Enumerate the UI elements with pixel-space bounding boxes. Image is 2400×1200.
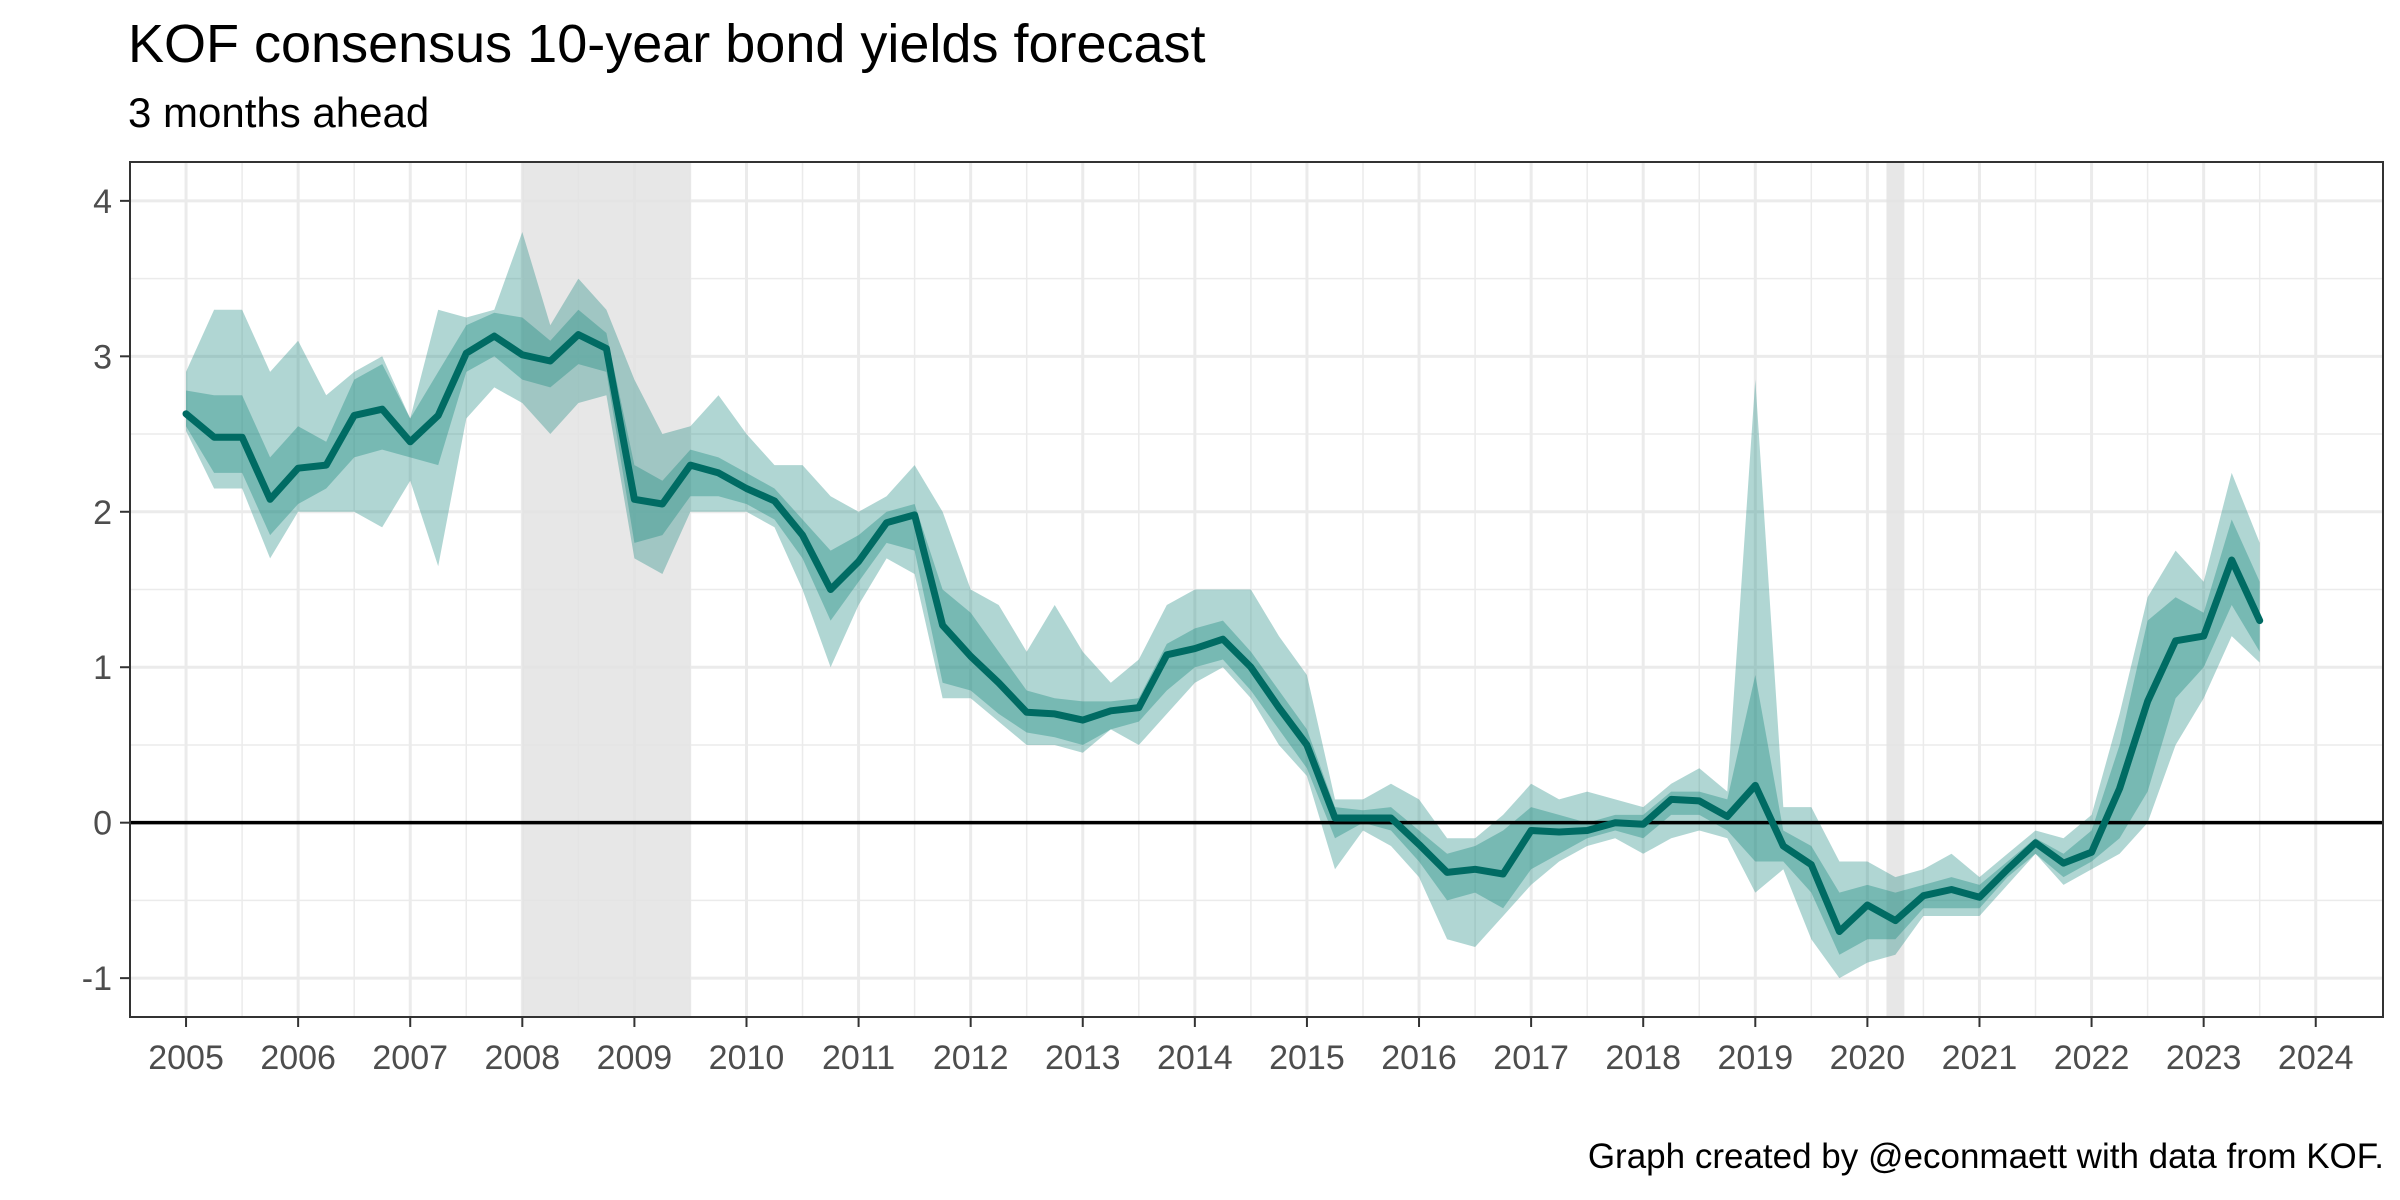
median-forecast-line — [182, 331, 2264, 935]
x-tick-label: 2011 — [822, 1039, 895, 1077]
x-tick-label: 2021 — [1942, 1039, 2018, 1077]
y-tick-label: 3 — [93, 338, 112, 376]
x-tick-label: 2008 — [484, 1039, 560, 1077]
x-tick-label: 2009 — [597, 1039, 673, 1077]
x-tick-label: 2007 — [372, 1039, 448, 1077]
x-tick-label: 2017 — [1493, 1039, 1569, 1077]
outer-forecast-band — [186, 232, 2260, 979]
chart-subtitle: 3 months ahead — [128, 89, 430, 136]
recession-shade — [522, 162, 691, 1017]
x-tick-label: 2016 — [1381, 1039, 1457, 1077]
x-tick-label: 2018 — [1605, 1039, 1681, 1077]
y-tick-label: 4 — [93, 183, 112, 221]
chart-caption: Graph created by @econmaett with data fr… — [1587, 1137, 2384, 1176]
panel-border — [129, 161, 2384, 1018]
chart-title: KOF consensus 10-year bond yields foreca… — [128, 14, 1206, 74]
x-tick-label: 2012 — [933, 1039, 1009, 1077]
x-tick-label: 2006 — [260, 1039, 336, 1077]
x-tick-label: 2014 — [1157, 1039, 1233, 1077]
recession-shading — [522, 162, 1905, 1017]
x-tick-label: 2005 — [148, 1039, 224, 1077]
x-tick-label: 2023 — [2166, 1039, 2242, 1077]
y-tick-label: 1 — [93, 649, 112, 687]
x-tick-label: 2022 — [2054, 1039, 2130, 1077]
recession-shade — [1886, 162, 1905, 1017]
x-tick-label: 2019 — [1717, 1039, 1793, 1077]
axes — [120, 161, 2384, 1027]
x-tick-label: 2010 — [709, 1039, 785, 1077]
y-tick-label: 0 — [93, 805, 112, 843]
x-tick-label: 2013 — [1045, 1039, 1121, 1077]
tick-labels: -1 0 1 2 3 4 2005 2006 2007 2008 2009 2010 2011 2012 2… — [82, 183, 2354, 1077]
x-tick-label: 2020 — [1830, 1039, 1906, 1077]
y-tick-label: 2 — [93, 494, 112, 532]
x-tick-label: 2015 — [1269, 1039, 1345, 1077]
y-tick-label: -1 — [82, 960, 112, 998]
x-tick-label: 2024 — [2278, 1039, 2354, 1077]
grid-lines — [130, 162, 2383, 1017]
